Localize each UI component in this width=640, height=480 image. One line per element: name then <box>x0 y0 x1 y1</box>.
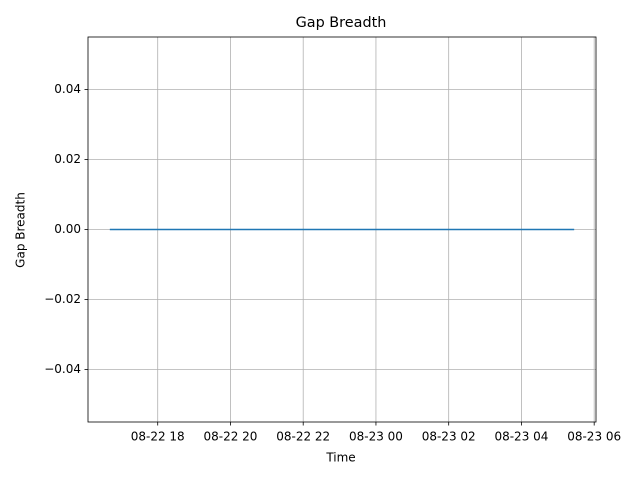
plot-frame <box>87 36 597 423</box>
x-tick-label: 08-22 22 <box>276 430 330 444</box>
y-tick-label: 0.04 <box>54 82 81 96</box>
x-tick-label: 08-23 04 <box>494 430 548 444</box>
x-axis-label: Time <box>325 451 355 465</box>
y-tick-label: −0.02 <box>44 292 81 306</box>
chart-title: Gap Breadth <box>296 15 387 31</box>
y-axis-label: Gap Breadth <box>14 192 28 268</box>
y-tick-label: 0.02 <box>54 152 81 166</box>
x-tick-label: 08-22 18 <box>131 430 185 444</box>
y-tick-label: 0.00 <box>54 222 81 236</box>
x-tick-label: 08-22 20 <box>203 430 257 444</box>
x-tick-label: 08-23 00 <box>349 430 403 444</box>
y-tick-label: −0.04 <box>44 362 81 376</box>
x-tick-label: 08-23 02 <box>422 430 476 444</box>
x-tick-label: 08-23 06 <box>567 430 621 444</box>
